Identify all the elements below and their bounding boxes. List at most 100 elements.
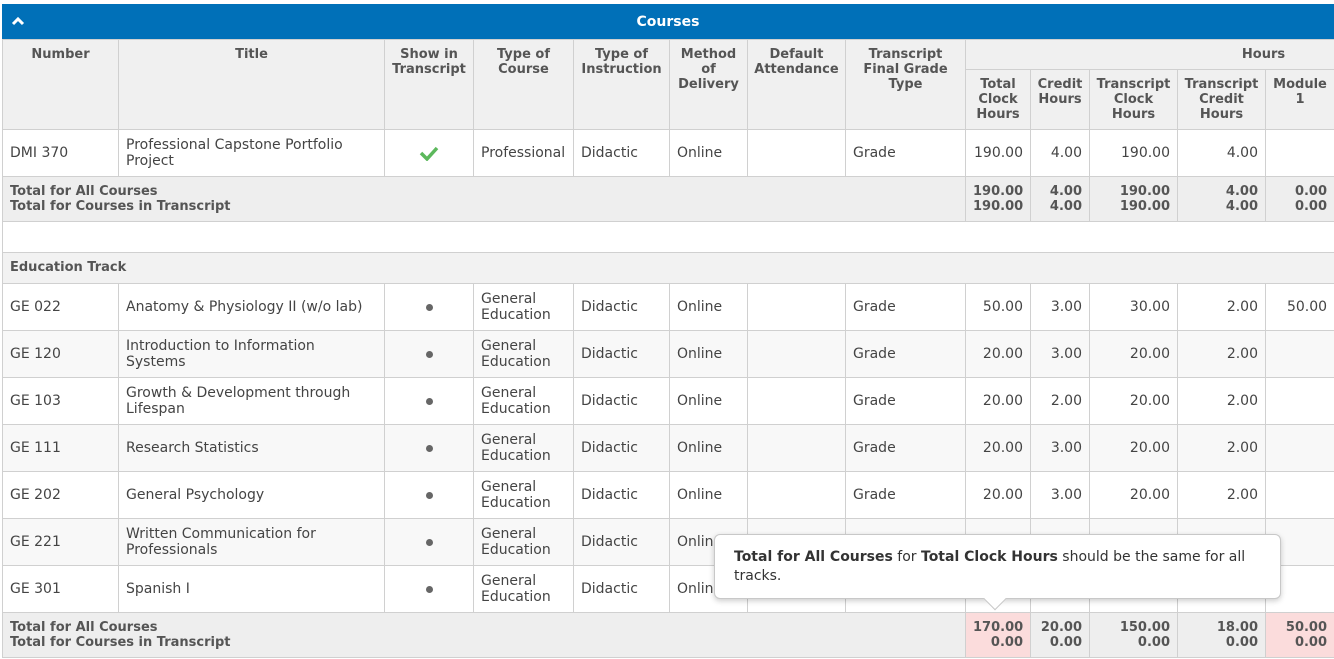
cell-method-of-delivery: Online [669,283,748,331]
cell-grade-type: Grade [845,424,966,472]
col-header-show-in-transcript[interactable]: Show in Transcript [384,39,474,130]
col-header-transcript-credit-hours[interactable]: Transcript Credit Hours [1177,69,1266,130]
cell-show-in-transcript [384,518,474,566]
cell-transcript-credit-hours: 2.00 [1177,283,1266,331]
cell-module-1 [1264,330,1334,378]
cell-show-in-transcript [384,424,474,472]
col-header-title[interactable]: Title [118,39,385,130]
col-header-credit-hours[interactable]: Credit Hours [1030,69,1090,130]
tooltip-bold-1: Total for All Courses [734,549,893,565]
cell-transcript-clock-hours: 20.00 [1089,471,1178,519]
cell-credit-hours: 3.00 [1030,424,1090,472]
cell-type-of-instruction: Didactic [573,330,670,378]
cell-type-of-course: General Education [473,565,574,613]
total-value: 0.00 [1049,635,1082,650]
cell-show-in-transcript [384,129,474,177]
col-header-transcript-final-grade-type[interactable]: Transcript Final Grade Type [845,39,966,130]
cell-title: Anatomy & Physiology II (w/o lab) [118,283,385,331]
cell-title: Professional Capstone Portfolio Project [118,129,385,177]
cell-show-in-transcript [384,471,474,519]
cell-transcript-clock-hours: 30.00 [1089,283,1178,331]
total-module-1: 0.00 0.00 [1264,176,1334,222]
cell-title: Growth & Development through Lifespan [118,377,385,425]
total-credit-hours: 4.00 4.00 [1030,176,1090,222]
cell-title: Written Communication for Professionals [118,518,385,566]
col-header-number[interactable]: Number [2,39,119,130]
cell-total-clock-hours: 20.00 [965,471,1031,519]
total-clock-hours: 170.00 0.00 [965,612,1031,658]
total-value: 4.00 [1049,199,1082,214]
cell-transcript-clock-hours: 20.00 [1089,330,1178,378]
col-header-method-of-delivery[interactable]: Method of Delivery [669,39,748,130]
col-header-default-attendance[interactable]: Default Attendance [747,39,846,130]
total-transcript-clock-hours: 190.00 190.00 [1089,176,1178,222]
total-value: 0.00 [1137,635,1170,650]
cell-default-attendance [747,471,846,519]
cell-module-1 [1264,471,1334,519]
cell-number: GE 111 [2,424,119,472]
total-value: 0.00 [1294,199,1328,214]
cell-default-attendance [747,129,846,177]
col-header-type-of-course[interactable]: Type of Course [473,39,574,130]
total-transcript-label: Total for Courses in Transcript [10,635,231,650]
total-value: 20.00 [1040,620,1082,635]
total-value: 50.00 [1285,620,1328,635]
cell-module-1 [1264,424,1334,472]
cell-transcript-credit-hours: 4.00 [1177,129,1266,177]
table-row[interactable]: GE 111 Research Statistics General Educati… [2,424,1334,472]
dot-icon [425,445,433,452]
cell-type-of-course: General Education [473,330,574,378]
cell-type-of-instruction: Didactic [573,129,670,177]
cell-number: DMI 370 [2,129,119,177]
table-row[interactable]: GE 022 Anatomy & Physiology II (w/o lab) G… [2,283,1334,331]
table-row[interactable]: GE 120 Introduction to Information System… [2,330,1334,378]
cell-type-of-instruction: Didactic [573,565,670,613]
spacer-cell [1,221,1334,253]
section-title: Education Track [1,252,1334,284]
cell-credit-hours: 2.00 [1030,377,1090,425]
cell-default-attendance [747,330,846,378]
cell-type-of-course: General Education [473,518,574,566]
total-transcript-credit-hours: 18.00 0.00 [1177,612,1266,658]
total-clock-hours: 190.00 190.00 [965,176,1031,222]
cell-title: Research Statistics [118,424,385,472]
col-header-total-clock-hours[interactable]: Total Clock Hours [965,69,1031,130]
total-credit-hours: 20.00 0.00 [1030,612,1090,658]
total-value: 18.00 [1216,620,1258,635]
col-header-transcript-clock-hours[interactable]: Transcript Clock Hours [1089,69,1178,130]
cell-default-attendance [747,283,846,331]
cell-credit-hours: 3.00 [1030,283,1090,331]
total-value: 0.00 [1294,184,1328,199]
total-transcript-clock-hours: 150.00 0.00 [1089,612,1178,658]
cell-type-of-instruction: Didactic [573,283,670,331]
table-row[interactable]: GE 202 General Psychology General Educatio… [2,471,1334,519]
total-value: 0.00 [990,635,1023,650]
tooltip-text-1: for [892,549,921,565]
cell-title: General Psychology [118,471,385,519]
cell-number: GE 202 [2,471,119,519]
cell-grade-type: Grade [845,283,966,331]
panel-header: Courses [2,4,1334,39]
totals-row: Total for All Courses Total for Courses i… [2,612,1334,658]
tooltip-text-2: should be the same for all tracks. [734,549,1246,584]
cell-transcript-credit-hours: 2.00 [1177,377,1266,425]
dot-icon [425,539,433,546]
cell-transcript-credit-hours: 2.00 [1177,471,1266,519]
cell-transcript-credit-hours: 2.00 [1177,330,1266,378]
cell-grade-type: Grade [845,330,966,378]
col-header-module-1[interactable]: Module 1 [1264,69,1334,130]
cell-transcript-clock-hours: 190.00 [1089,129,1178,177]
chevron-up-icon[interactable] [11,14,25,28]
cell-transcript-clock-hours: 20.00 [1089,424,1178,472]
check-icon [419,145,439,161]
col-header-type-of-instruction[interactable]: Type of Instruction [573,39,670,130]
cell-show-in-transcript [384,377,474,425]
courses-panel: Courses Number Title Show in Transcript … [1,4,1334,658]
cell-show-in-transcript [384,283,474,331]
total-value: 190.00 [1119,199,1170,214]
table-row[interactable]: GE 103 Growth & Development through Lifes… [2,377,1334,425]
table-row[interactable]: DMI 370 Professional Capstone Portfolio … [2,129,1334,177]
cell-credit-hours: 3.00 [1030,471,1090,519]
cell-method-of-delivery: Online [669,129,748,177]
cell-method-of-delivery: Online [669,471,748,519]
